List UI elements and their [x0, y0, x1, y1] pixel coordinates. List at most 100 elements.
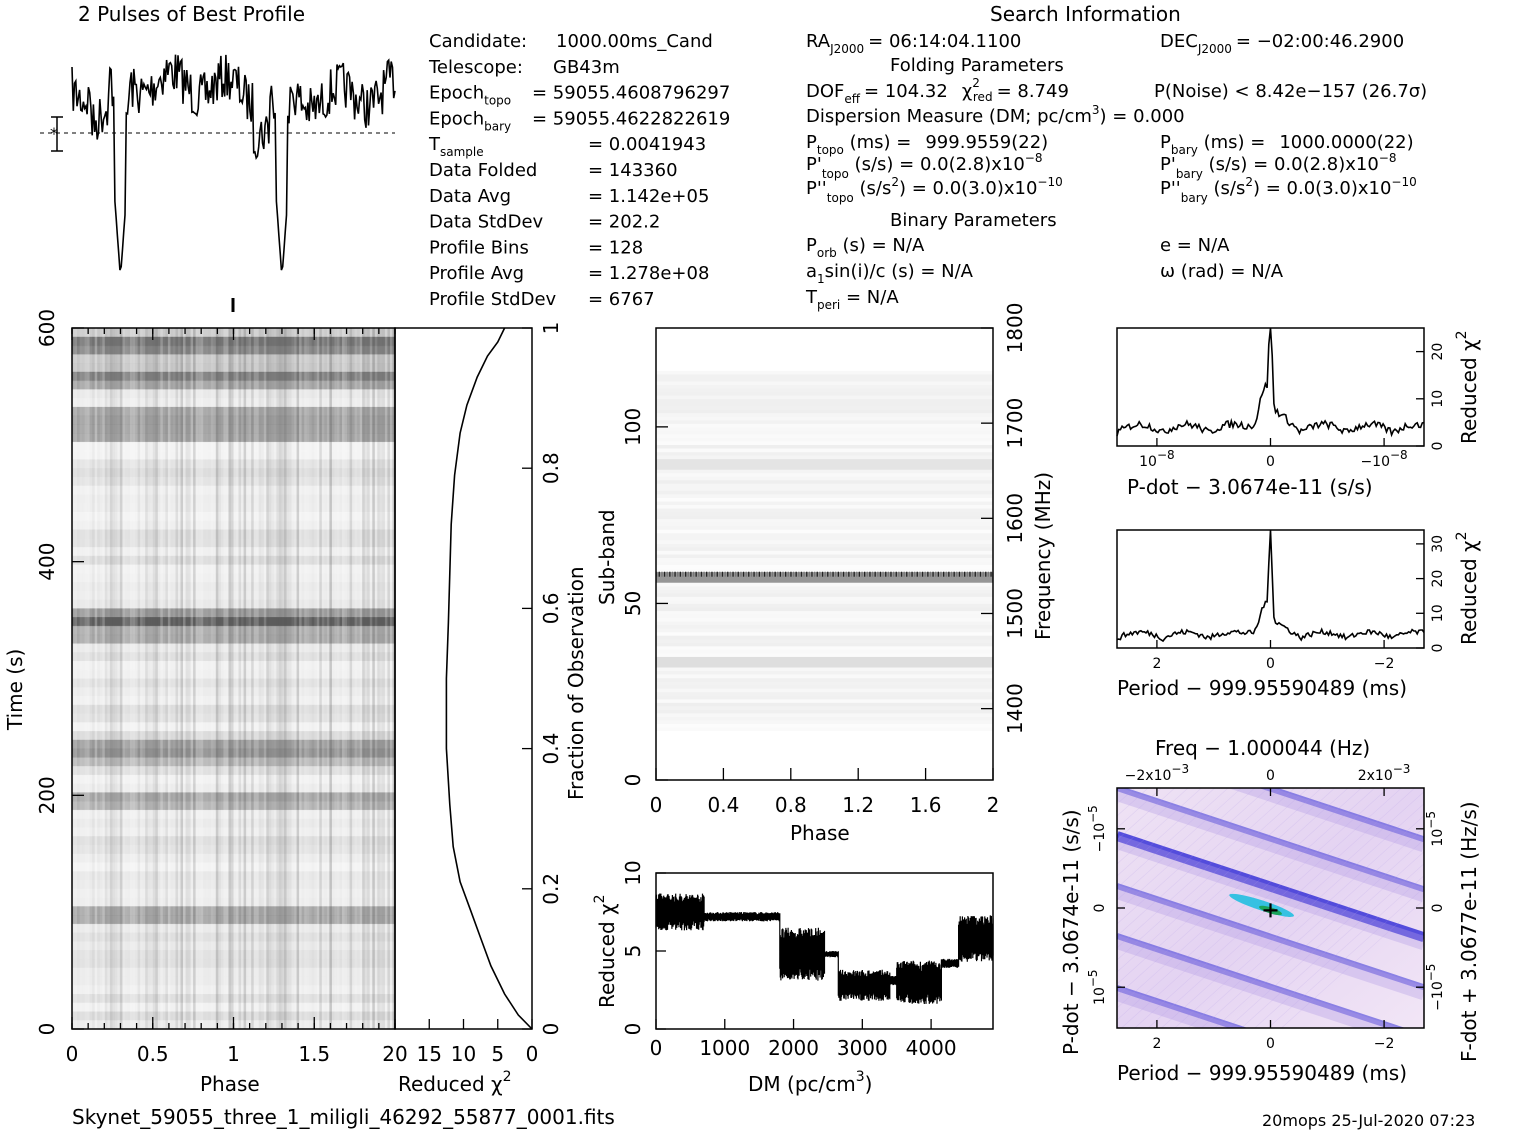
subband-xtick: 1.6: [910, 793, 942, 817]
subband-row: [656, 677, 993, 682]
subband-y2tick: 1400: [1003, 683, 1027, 734]
subband-row: [656, 621, 993, 626]
subband-xtick: 0.4: [707, 793, 739, 817]
subband-bright-band: [750, 571, 753, 577]
time-phase-column: [198, 328, 201, 1029]
chi2-ytick: 20: [1430, 343, 1446, 361]
time-phase-column: [251, 328, 254, 1029]
time-phase-row: [72, 336, 395, 347]
subband-bright-band: [919, 571, 921, 577]
subband-bright-band: [829, 571, 832, 577]
period-pdot-ytick: 0: [1092, 904, 1108, 913]
subband-phase-frame: [655, 327, 994, 781]
subband-row: [656, 366, 993, 371]
time-phase-column: [238, 328, 242, 1029]
period-pdot-fringe: [1174, 803, 1424, 1028]
subband-bright-band: [806, 571, 808, 577]
period-pdot-fringe: [1117, 788, 1322, 973]
time-phase-row: [72, 845, 395, 855]
period-pdot-fringe: [1214, 839, 1424, 1028]
subband-row: [656, 741, 993, 746]
time-phase-column: [321, 328, 325, 1029]
subband-row: [656, 458, 993, 463]
time-phase-column: [337, 328, 340, 1029]
time-phase-column: [274, 328, 277, 1029]
subband-bright-band: [774, 571, 776, 577]
time-phase-row: [72, 424, 395, 434]
subband-row: [656, 483, 993, 488]
period-pdot-band: [1117, 831, 1424, 943]
time-phase-xtick: 1: [227, 1042, 240, 1066]
time-phase-column: [125, 328, 128, 1029]
subband-bright-band: [916, 571, 918, 577]
time-chi2-xtick: 0: [526, 1042, 539, 1066]
period-pdot-y2tick: 10−5: [1424, 811, 1446, 847]
time-phase-column: [384, 328, 388, 1029]
subband-row: [656, 607, 993, 612]
time-phase-column: [165, 328, 168, 1029]
binary-parameters-heading: Binary Parameters: [890, 210, 1057, 231]
time-phase-column: [299, 328, 302, 1029]
info-row-9: Profile Avg: [429, 263, 524, 284]
dm-chi2-ticks: 0 1000 2000 3000 4000 0 5 10: [621, 860, 957, 1060]
time-chi2-ytick: 0.2: [539, 873, 563, 905]
subband-bright-band: [856, 571, 858, 577]
pdot-chi2-ylabel: Reduced χ2: [1454, 330, 1481, 444]
footer-stamp: 20mops 25-Jul-2020 07:23: [1262, 1111, 1475, 1130]
pdot-xtick: 0: [1266, 454, 1275, 470]
subband-bright-band: [874, 571, 876, 577]
time-phase-column: [342, 328, 345, 1029]
dm-chi2-ylabel: Reduced χ2: [592, 894, 619, 1008]
time-phase-column: [104, 328, 108, 1029]
time-phase-row: [72, 582, 395, 592]
time-phase-ytick: 600: [35, 309, 59, 347]
time-phase-column: [152, 328, 156, 1029]
time-phase-column: [357, 328, 360, 1029]
time-phase-column: [367, 328, 370, 1029]
subband-row: [656, 776, 993, 781]
period-pdot-top-tick: 2x10−3: [1358, 762, 1411, 784]
subband-bright-band: [748, 571, 750, 577]
subband-bright-band: [713, 571, 716, 577]
subband-row: [656, 684, 993, 689]
subband-row: [656, 652, 993, 657]
time-phase-column: [369, 328, 373, 1029]
time-phase-column: [258, 328, 262, 1029]
subband-row: [656, 359, 993, 364]
subband-bright-band: [964, 571, 966, 577]
subband-bright-band: [727, 571, 729, 577]
subband-bright-band: [769, 571, 771, 577]
subband-bright-band: [819, 571, 821, 577]
subband-row: [656, 511, 993, 516]
subband-row: [656, 504, 993, 509]
time-phase-row: [72, 923, 395, 934]
subband-row: [656, 331, 993, 336]
period-pdot-fringe: [1147, 788, 1416, 1028]
time-phase-column: [122, 328, 126, 1029]
subband-bright-band: [663, 571, 666, 577]
eccentricity-line: e = N/A: [1160, 235, 1230, 256]
time-phase-row: [72, 827, 395, 837]
time-phase-column: [266, 328, 269, 1029]
subband-row: [656, 649, 993, 654]
subband-bright-band: [708, 571, 711, 577]
time-phase-column: [195, 328, 199, 1029]
subband-row: [656, 490, 993, 495]
subband-row: [656, 532, 993, 537]
time-phase-column: [281, 328, 284, 1029]
time-phase-row: [72, 687, 395, 697]
period-pdot-fringe: [1117, 788, 1376, 1021]
time-phase-row: [72, 406, 395, 417]
time-phase-row: [72, 599, 395, 609]
subband-bright-band: [808, 571, 811, 577]
period-pdot-halo: [1117, 835, 1424, 950]
search-info-heading: Search Information: [990, 2, 1181, 26]
subband-row: [656, 373, 993, 378]
time-phase-xtick: 0.5: [137, 1042, 169, 1066]
pnoise-line: P(Noise) < 8.42e−157 (26.7σ): [1154, 81, 1427, 102]
info-value-2: = 59055.4608796297: [532, 83, 730, 104]
subband-xtick: 0.8: [775, 793, 807, 817]
period-pdot-ytick: −10−5: [1086, 805, 1108, 852]
time-phase-column: [253, 328, 257, 1029]
period-pdot-band-group: [1117, 788, 1424, 1028]
